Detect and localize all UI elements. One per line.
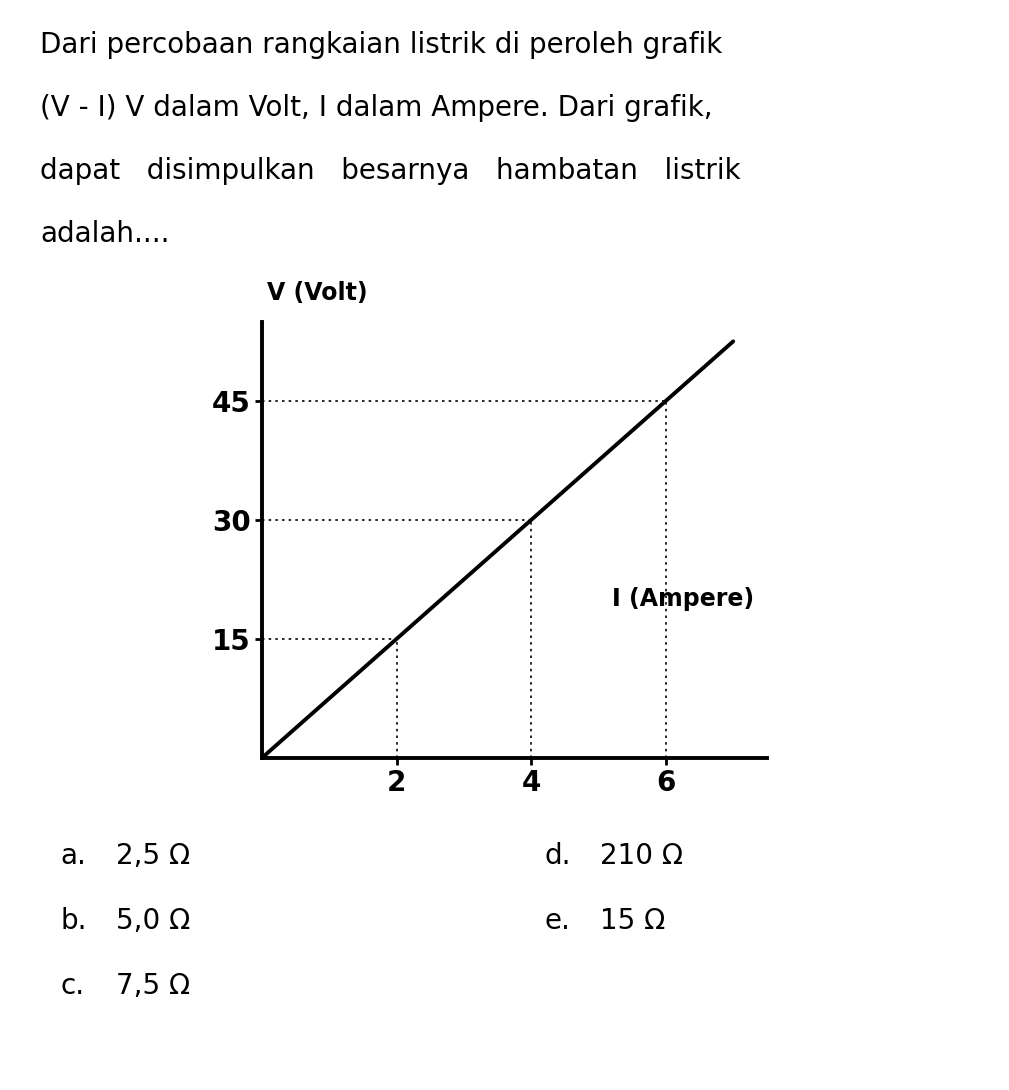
Text: b.: b. [61,907,87,935]
Text: 2,5 Ω: 2,5 Ω [116,841,190,870]
Text: (V - I) V dalam Volt, I dalam Ampere. Dari grafik,: (V - I) V dalam Volt, I dalam Ampere. Da… [40,94,713,122]
Text: e.: e. [545,907,571,935]
Text: 210 Ω: 210 Ω [600,841,683,870]
Text: d.: d. [545,841,571,870]
Text: Dari percobaan rangkaian listrik di peroleh grafik: Dari percobaan rangkaian listrik di pero… [40,31,722,59]
Text: 5,0 Ω: 5,0 Ω [116,907,191,935]
Text: adalah....: adalah.... [40,220,170,249]
Text: I (Ampere): I (Ampere) [612,588,755,611]
Text: dapat   disimpulkan   besarnya   hambatan   listrik: dapat disimpulkan besarnya hambatan list… [40,157,741,185]
Text: c.: c. [61,972,85,1001]
Text: V (Volt): V (Volt) [267,281,368,305]
Text: 7,5 Ω: 7,5 Ω [116,972,190,1001]
Text: 15 Ω: 15 Ω [600,907,666,935]
Text: a.: a. [61,841,87,870]
